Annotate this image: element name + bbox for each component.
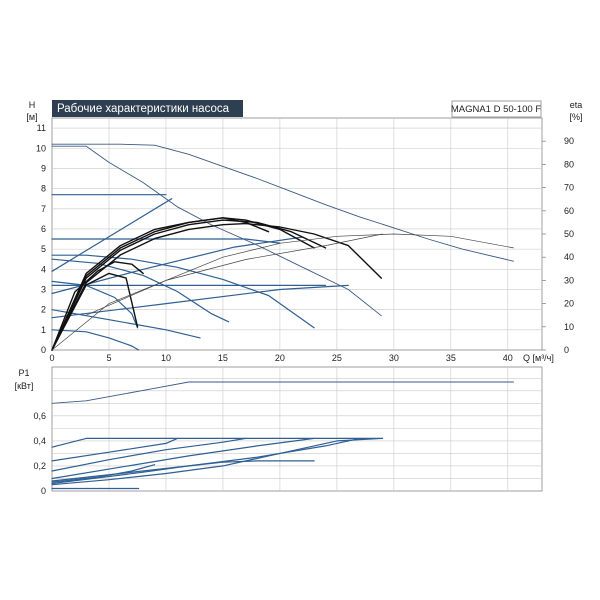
y-tick-label: 5 [41,244,46,254]
series-line-prop-pressure [51,198,173,272]
chart-title: Рабочие характеристики насоса [57,103,230,115]
x-tick-label: 40 [503,353,513,363]
head-chart-panel: 0 1 2 3 4 5 6 7 8 9 10 11 0 10 20 30 40 50 60 70 80 90 0 5 10 1… [26,100,583,363]
series-line-max-curve [51,143,514,262]
y2-tick-label: 60 [564,206,574,216]
y-tick-label: 11 [37,123,46,133]
y-tick-label: 4 [41,264,46,274]
chart-title-bar [52,100,243,117]
series-line-eta [51,217,270,351]
series-line-max-curve [51,145,382,317]
y2-tick-label: 30 [564,275,574,285]
power-y-tick-label: 0,4 [33,436,46,446]
x-tick-label: 10 [161,353,171,363]
power-series-line [51,437,384,486]
series-line-const-curve [51,254,315,329]
x-tick-label: 15 [218,353,228,363]
power-series-line [51,460,315,485]
x-axis-label: Q [м³/ч] [523,353,554,363]
power-series-line [51,437,315,480]
series-line-const-curve [51,309,201,339]
model-box [451,100,542,118]
series-line-const-curve [51,329,140,351]
y2-tick-label: 20 [564,299,574,309]
x-tick-label: 0 [49,353,54,363]
series-line-eta [51,261,144,351]
y2-tick-label: 50 [564,229,574,239]
x-tick-label: 25 [332,353,342,363]
power-y-tick-label: 0,2 [33,461,46,471]
power-series-line [51,437,178,462]
y-tick-label: 7 [41,204,46,214]
power-chart-grid [52,367,542,491]
series-line-const-curve [51,280,139,329]
series-line-const-curve [51,258,230,323]
y2-tick-label: 70 [564,183,574,193]
series-line-eta-thin [85,233,383,316]
y-tick-label: 6 [41,224,46,234]
head-chart-x-ticks: 0 5 10 15 20 25 30 35 40 [49,353,512,363]
y-axis-unit-m: [м] [26,112,37,122]
y2-tick-label: 90 [564,136,574,146]
power-y-tick-label: 0 [41,486,46,496]
series-line-prop-pressure [51,284,349,319]
y-tick-label: 1 [41,325,46,335]
series-line-eta [51,219,327,351]
power-series-line [51,381,514,404]
model-name: MAGNA1 D 50-100 F [451,104,541,115]
y2-tick-label: 0 [564,345,569,355]
y-tick-label: 10 [36,143,46,153]
power-axis-unit: [кВт] [15,381,34,391]
y2-tick-label: 80 [564,159,574,169]
power-series-line [51,464,156,483]
series-line-eta [51,217,315,351]
power-chart-series [51,381,514,490]
x-tick-label: 30 [389,353,399,363]
x-tick-label: 35 [446,353,456,363]
power-axis-label: P1 [18,368,29,378]
y-tick-label: 0 [41,345,46,355]
y-tick-label: 9 [41,163,46,173]
power-series-line [51,437,384,448]
x-tick-label: 20 [275,353,285,363]
series-line-eta-thin [51,233,514,351]
power-chart-panel: 0 0,2 0,4 0,6 P1 [кВт] [15,366,543,496]
power-y-tick-label: 0,6 [33,411,46,421]
series-line-prop-pressure [51,236,304,295]
series-line-eta [51,272,139,351]
y2-axis-unit-percent: [%] [569,112,582,122]
y-axis-label-h: H [29,100,36,110]
head-chart-series [51,143,514,351]
head-chart-y2-ticks: 0 10 20 30 40 50 60 70 80 90 [542,136,574,355]
y2-tick-label: 10 [564,322,574,332]
head-chart-y-ticks: 0 1 2 3 4 5 6 7 8 9 10 11 [36,123,46,355]
x-tick-label: 5 [106,353,111,363]
y-tick-label: 8 [41,184,46,194]
y-tick-label: 2 [41,305,46,315]
y2-axis-label-eta: eta [570,100,583,110]
y-tick-label: 3 [41,284,46,294]
power-chart-frame [51,366,543,492]
power-series-line [51,437,247,472]
power-chart-y-ticks: 0 0,2 0,4 0,6 [33,411,46,496]
y2-tick-label: 40 [564,252,574,262]
